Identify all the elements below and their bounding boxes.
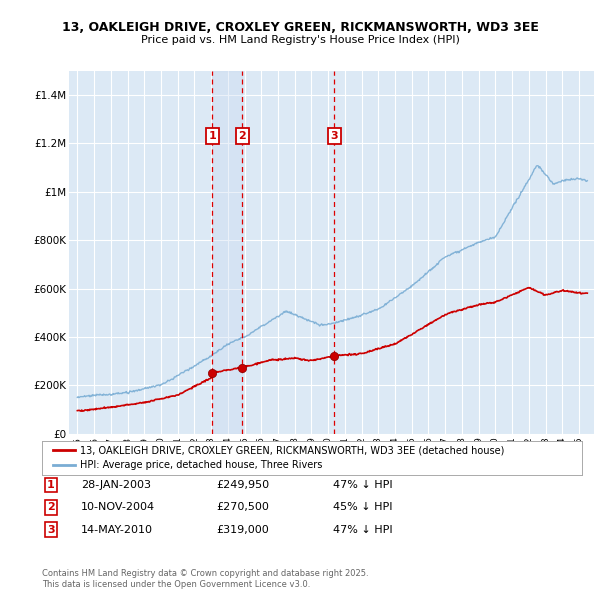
Text: 28-JAN-2003: 28-JAN-2003 (81, 480, 151, 490)
Text: £249,950: £249,950 (216, 480, 269, 490)
Text: 3: 3 (331, 131, 338, 141)
Text: £319,000: £319,000 (216, 525, 269, 535)
Text: 13, OAKLEIGH DRIVE, CROXLEY GREEN, RICKMANSWORTH, WD3 3EE: 13, OAKLEIGH DRIVE, CROXLEY GREEN, RICKM… (62, 21, 538, 34)
Text: 2: 2 (238, 131, 246, 141)
Legend: 13, OAKLEIGH DRIVE, CROXLEY GREEN, RICKMANSWORTH, WD3 3EE (detached house), HPI:: 13, OAKLEIGH DRIVE, CROXLEY GREEN, RICKM… (50, 441, 508, 474)
Text: 2: 2 (47, 503, 55, 512)
Text: £270,500: £270,500 (216, 503, 269, 512)
Text: 1: 1 (47, 480, 55, 490)
Text: 47% ↓ HPI: 47% ↓ HPI (333, 525, 392, 535)
Text: 14-MAY-2010: 14-MAY-2010 (81, 525, 153, 535)
Text: Contains HM Land Registry data © Crown copyright and database right 2025.
This d: Contains HM Land Registry data © Crown c… (42, 569, 368, 589)
Text: 10-NOV-2004: 10-NOV-2004 (81, 503, 155, 512)
Text: Price paid vs. HM Land Registry's House Price Index (HPI): Price paid vs. HM Land Registry's House … (140, 35, 460, 45)
Text: 1: 1 (208, 131, 216, 141)
Text: 3: 3 (47, 525, 55, 535)
Text: 45% ↓ HPI: 45% ↓ HPI (333, 503, 392, 512)
Bar (212, 71, 242, 434)
Text: 47% ↓ HPI: 47% ↓ HPI (333, 480, 392, 490)
